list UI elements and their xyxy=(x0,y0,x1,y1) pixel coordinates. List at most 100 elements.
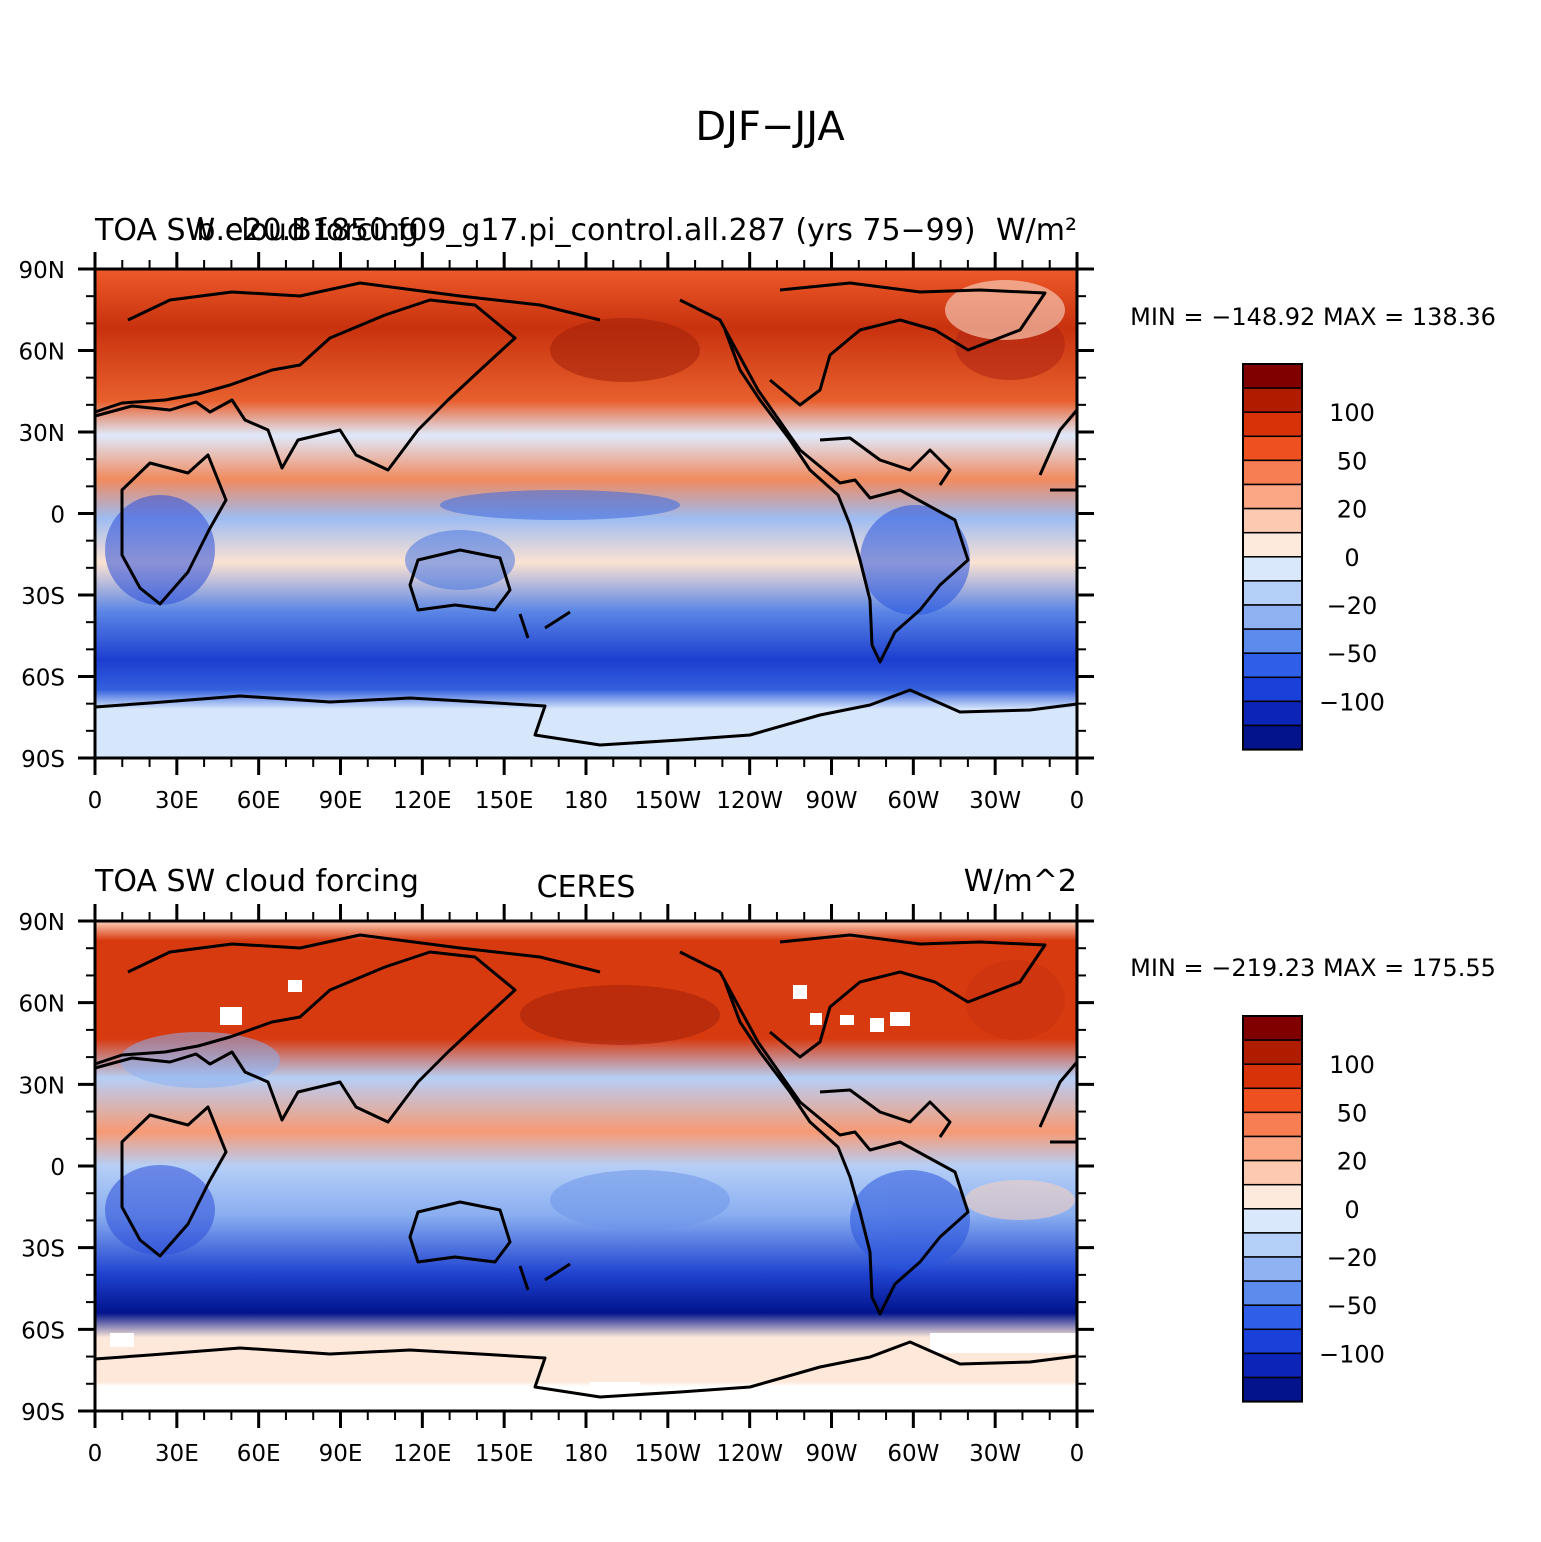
panel1-right-title: W/m² xyxy=(996,213,1077,248)
colorbar-swatch xyxy=(1242,676,1303,703)
longitude-label: 0 xyxy=(1070,788,1085,814)
longitude-label: 0 xyxy=(88,1441,103,1467)
longitude-label: 90E xyxy=(319,1441,363,1467)
colorbar-swatch xyxy=(1242,652,1303,679)
panel-model: TOA SW cloud forcing b.e20.B1850.f09_g17… xyxy=(19,213,1496,814)
panel1-min-max: MIN = −148.92 MAX = 138.36 xyxy=(1130,303,1496,331)
colorbar-swatch xyxy=(1242,411,1303,438)
colorbar-swatch xyxy=(1242,363,1303,389)
panel1-latitude-labels: 90N 60N 30N 0 30S 60S 90S xyxy=(19,258,65,773)
panel1-center-title: b.e20.B1850.f09_g17.pi_control.all.287 (… xyxy=(196,213,975,248)
longitude-label: 90E xyxy=(319,788,363,814)
longitude-label: 60W xyxy=(887,1441,939,1467)
colorbar-swatch xyxy=(1242,1087,1303,1114)
colorbar-swatch xyxy=(1242,1256,1303,1282)
latitude-label: 90S xyxy=(21,747,65,773)
panel2-ticks xyxy=(78,904,1094,1428)
colorbar-swatch xyxy=(1242,1135,1303,1162)
latitude-label: 30N xyxy=(19,421,65,447)
longitude-label: 90W xyxy=(805,788,857,814)
colorbar-frame xyxy=(1242,363,1303,751)
colorbar-label: −100 xyxy=(1319,688,1385,716)
longitude-label: 60W xyxy=(887,788,939,814)
panel2-right-title: W/m^2 xyxy=(964,864,1077,899)
panel2-missing-data xyxy=(110,980,1077,1394)
colorbar-swatch xyxy=(1242,1208,1303,1234)
longitude-label: 150E xyxy=(475,788,533,814)
longitude-label: 150E xyxy=(475,1441,533,1467)
colorbar-swatch xyxy=(1242,1280,1303,1306)
colorbar-swatch xyxy=(1242,628,1303,654)
colorbar-swatch xyxy=(1242,1015,1303,1041)
longitude-label: 60E xyxy=(237,1441,281,1467)
latitude-label: 60S xyxy=(21,1318,65,1344)
colorbar-swatch xyxy=(1242,531,1303,558)
latitude-label: 30S xyxy=(21,584,65,610)
panel1-left-title: TOA SW cloud forcing xyxy=(94,213,419,248)
longitude-label: 150W xyxy=(635,788,702,814)
longitude-label: 120E xyxy=(393,1441,451,1467)
longitude-label: 30W xyxy=(969,1441,1021,1467)
panel2-center-title: CERES xyxy=(537,870,636,905)
longitude-label: 0 xyxy=(88,788,103,814)
longitude-label: 60E xyxy=(237,788,281,814)
colorbar-swatch xyxy=(1242,1328,1303,1355)
panel2-coastlines xyxy=(94,933,1079,1399)
panel2-longitude-labels: 0 30E 60E 90E 120E 150E 180 150W 120W 90W 60W 30W 0 xyxy=(88,1441,1085,1467)
colorbar-label: −50 xyxy=(1327,640,1378,668)
colorbar-label: 50 xyxy=(1337,1099,1368,1127)
latitude-label: 60N xyxy=(19,340,65,366)
colorbar-label: 0 xyxy=(1344,1196,1359,1224)
colorbar-swatch xyxy=(1242,435,1303,462)
panel2-left-title: TOA SW cloud forcing xyxy=(94,864,419,899)
panel1-field-features xyxy=(105,280,1065,615)
longitude-label: 120W xyxy=(716,788,783,814)
panel2-field-features xyxy=(105,960,1075,1270)
colorbar-label: 0 xyxy=(1344,544,1359,572)
colorbar-swatch xyxy=(1242,724,1303,751)
colorbar-swatch xyxy=(1242,507,1303,534)
panel2-map xyxy=(93,919,1079,1413)
colorbar-label: 100 xyxy=(1329,1051,1375,1079)
panel1-coastlines xyxy=(94,281,1079,747)
colorbar-swatch xyxy=(1242,387,1303,413)
latitude-label: 90S xyxy=(21,1400,65,1426)
colorbar-swatch xyxy=(1242,1063,1303,1090)
panel1-ticks xyxy=(78,252,1094,775)
panel2-colorbar: 100 50 20 0 −20 −50 −100 xyxy=(1242,1015,1385,1403)
panel2-min-max: MIN = −219.23 MAX = 175.55 xyxy=(1130,954,1496,982)
panel1-colorbar: 100 50 20 0 −20 −50 −100 xyxy=(1242,363,1385,751)
colorbar-swatch xyxy=(1242,1304,1303,1331)
colorbar-label: 50 xyxy=(1337,447,1368,475)
longitude-label: 0 xyxy=(1070,1441,1085,1467)
colorbar-label: −20 xyxy=(1327,1244,1378,1272)
latitude-label: 90N xyxy=(19,910,65,936)
colorbar-swatch xyxy=(1242,1352,1303,1379)
panel2-latitude-labels: 90N 60N 30N 0 30S 60S 90S xyxy=(19,910,65,1426)
latitude-label: 60S xyxy=(21,666,65,692)
colorbar-swatch xyxy=(1242,580,1303,606)
longitude-label: 30W xyxy=(969,788,1021,814)
colorbar-label: 20 xyxy=(1337,496,1368,524)
colorbar-frame xyxy=(1242,1015,1303,1403)
latitude-label: 90N xyxy=(19,258,65,284)
longitude-label: 120E xyxy=(393,788,451,814)
colorbar-label: 100 xyxy=(1329,399,1375,427)
figure-title: DJF−JJA xyxy=(695,104,845,150)
longitude-label: 180 xyxy=(564,788,608,814)
latitude-label: 30N xyxy=(19,1073,65,1099)
longitude-label: 30E xyxy=(155,1441,199,1467)
colorbar-swatch xyxy=(1242,459,1303,486)
colorbar-swatch xyxy=(1242,556,1303,582)
colorbar-swatch xyxy=(1242,1183,1303,1210)
colorbar-swatch xyxy=(1242,1232,1303,1258)
colorbar-label: 20 xyxy=(1337,1148,1368,1176)
colorbar-swatch xyxy=(1242,1111,1303,1138)
colorbar-label: −20 xyxy=(1327,592,1378,620)
longitude-label: 90W xyxy=(805,1441,857,1467)
latitude-label: 60N xyxy=(19,992,65,1018)
colorbar-swatch xyxy=(1242,1159,1303,1186)
colorbar-label: −50 xyxy=(1327,1292,1378,1320)
panel-obs: TOA SW cloud forcing CERES W/m^2 xyxy=(19,864,1496,1467)
